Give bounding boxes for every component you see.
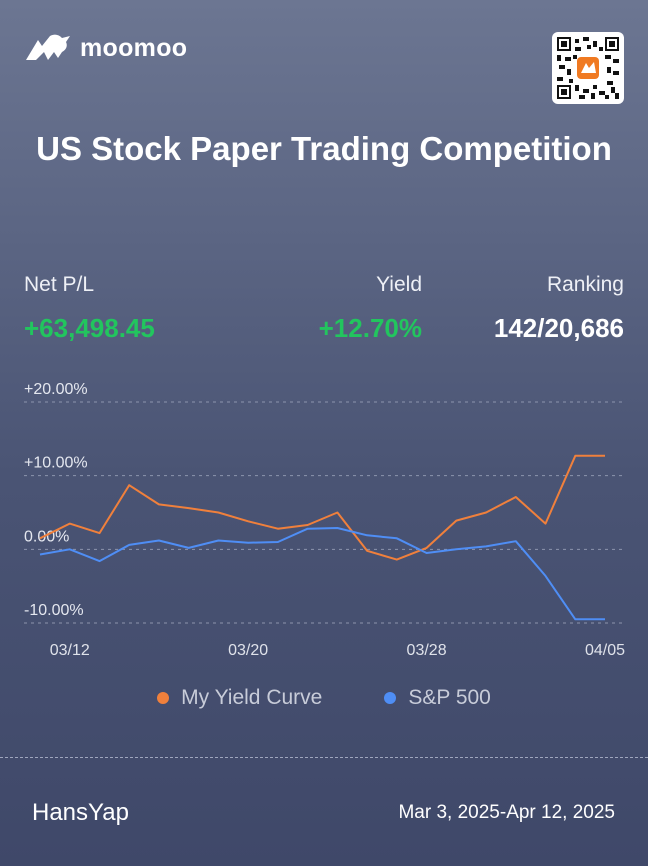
page-title: US Stock Paper Trading Competition (36, 130, 612, 167)
y-tick-label: +20.00% (24, 381, 88, 398)
net-pl-label: Net P/L (24, 273, 95, 296)
legend-label-my-yield: My Yield Curve (181, 686, 323, 709)
x-tick-label: 04/05 (585, 642, 625, 659)
yield-value: +12.70% (318, 313, 422, 343)
orange-dot-icon (157, 692, 170, 704)
brand-name: moomoo (80, 33, 188, 62)
blue-dot-icon (384, 692, 397, 704)
x-tick-label: 03/20 (228, 642, 268, 659)
chart-legend: My Yield Curve S&P 500 (0, 686, 648, 710)
legend-sp500: S&P 500 (384, 686, 491, 710)
bull-logo-icon (26, 34, 70, 60)
qr-code (552, 32, 624, 104)
yield-line-chart: +20.00% +10.00% 0.00% -10.00% 03/12 03/20 03/2… (24, 381, 625, 659)
qr-code-icon (557, 37, 619, 99)
competition-period: Mar 3, 2025-Apr 12, 2025 (398, 802, 615, 823)
ranking-value: 142/20,686 (493, 313, 624, 343)
x-tick-label: 03/12 (50, 642, 90, 659)
legend-my-yield: My Yield Curve (157, 686, 322, 710)
net-pl-value: +63,498.45 (24, 313, 155, 343)
yield-label: Yield (376, 273, 422, 296)
dashed-divider (0, 757, 648, 758)
brand-logo: moomoo (24, 30, 187, 66)
y-tick-label: 0.00% (24, 528, 69, 545)
user-name: HansYap (32, 799, 129, 826)
y-tick-label: -10.00% (24, 602, 84, 619)
y-tick-label: +10.00% (24, 455, 88, 472)
x-tick-label: 03/28 (407, 642, 447, 659)
sp500-line (39, 527, 605, 621)
ranking-label: Ranking (546, 273, 624, 296)
my-yield-curve-line (39, 454, 605, 561)
legend-label-sp500: S&P 500 (408, 686, 491, 709)
